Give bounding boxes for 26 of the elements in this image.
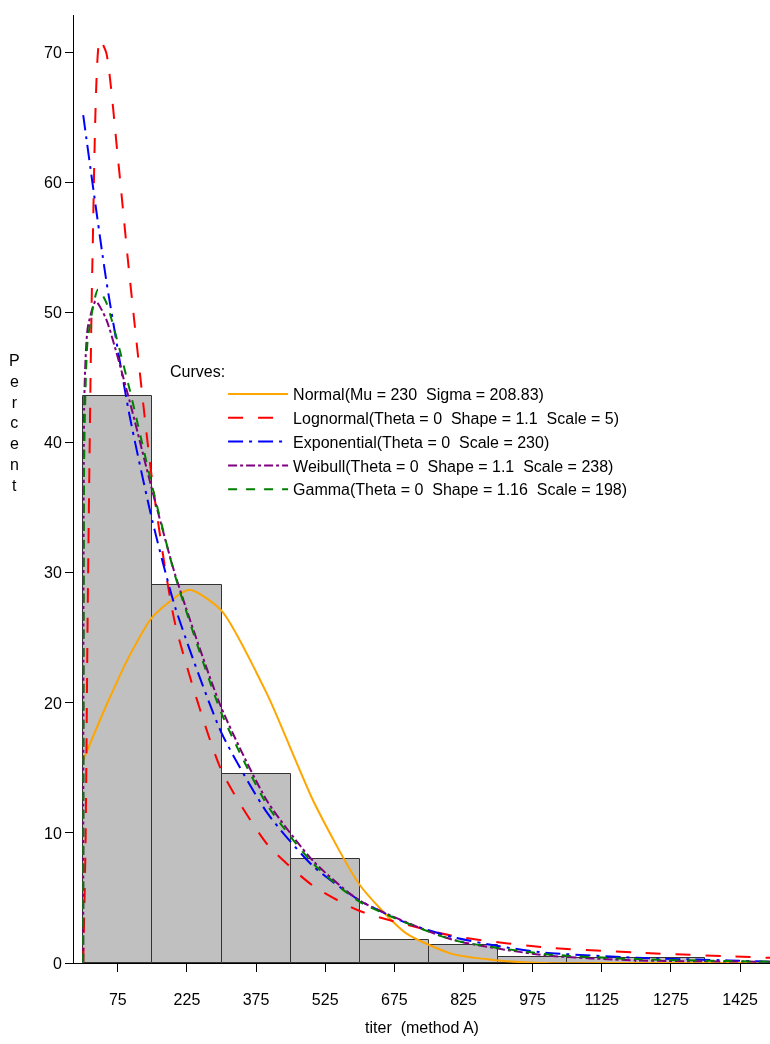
x-tick-label: 675: [380, 991, 408, 1009]
x-tick-label: 375: [242, 991, 270, 1009]
y-tick-label: 0: [52, 954, 62, 972]
legend-label: Normal(Mu = 230 Sigma = 208.83): [293, 386, 544, 404]
x-tick-label: 825: [450, 991, 477, 1009]
y-tick-label: 40: [44, 434, 62, 452]
legend-label: Exponential(Theta = 0 Scale = 230): [293, 433, 550, 451]
x-tick-label: 1275: [653, 991, 689, 1009]
x-axis-title: titer (method A): [365, 1018, 479, 1036]
y-tick-label: 60: [44, 174, 62, 192]
y-tick-label: 20: [44, 694, 62, 712]
legend-label: Weibull(Theta = 0 Shape = 1.1 Scale = 238): [293, 457, 614, 475]
legend-label: Gamma(Theta = 0 Shape = 1.16 Scale = 198): [293, 481, 628, 499]
legend-title: Curves:: [169, 363, 226, 381]
y-tick-label: 50: [44, 304, 62, 322]
x-tick-label: 75: [108, 991, 127, 1009]
y-tick-label: 30: [44, 564, 62, 582]
x-tick-label: 1125: [584, 991, 620, 1009]
x-tick-label: 525: [311, 991, 339, 1009]
x-tick-label: 975: [519, 991, 547, 1009]
legend-label: Lognormal(Theta = 0 Shape = 1.1 Scale = 5): [293, 410, 620, 428]
x-tick-label: 1425: [722, 991, 758, 1009]
y-tick-label: 10: [44, 824, 62, 842]
y-axis-title: Percent: [9, 352, 20, 494]
y-tick-label: 70: [44, 44, 62, 62]
x-tick-label: 225: [173, 991, 201, 1009]
